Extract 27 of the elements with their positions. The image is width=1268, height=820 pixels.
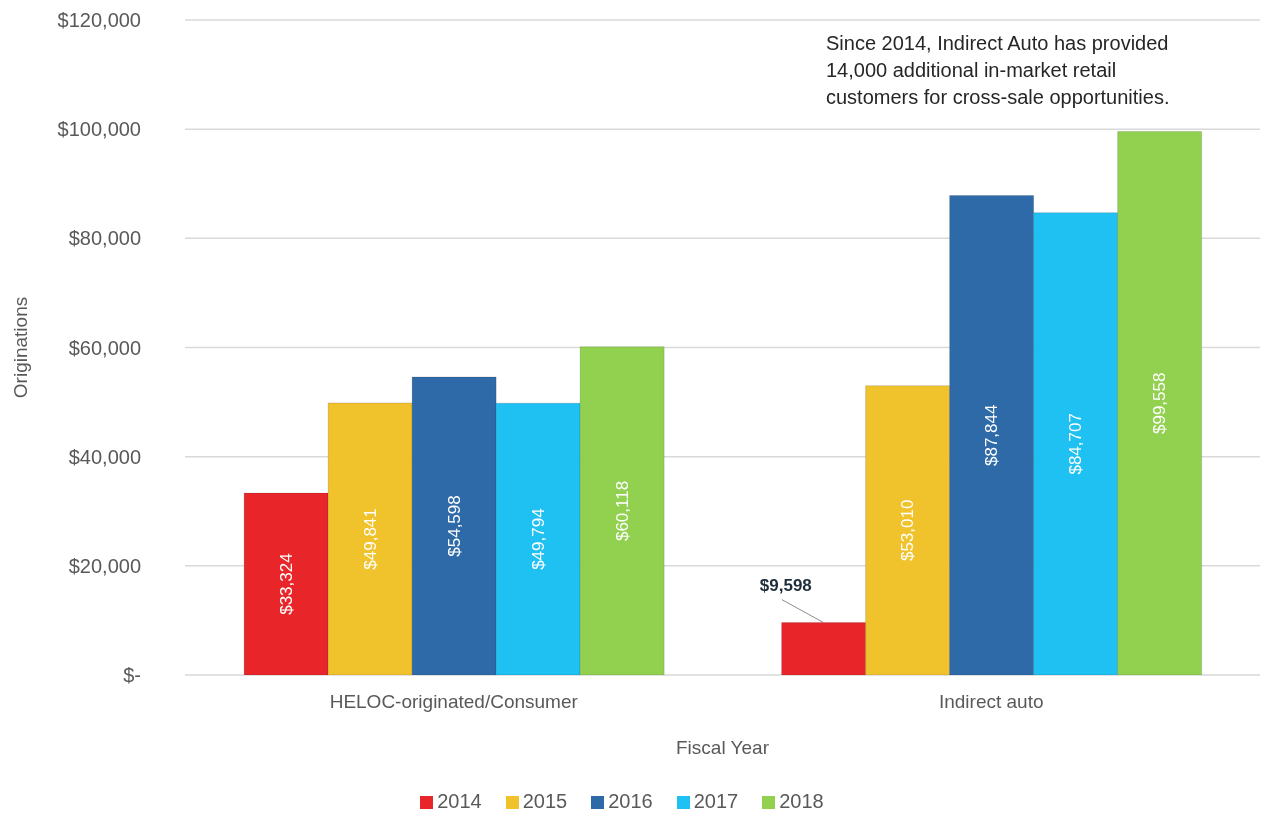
- data-label: $87,844: [982, 404, 1002, 466]
- data-label: $60,118: [612, 480, 632, 542]
- data-label: $53,010: [898, 499, 918, 562]
- data-label: $33,324: [276, 553, 296, 615]
- y-tick-label: $60,000: [68, 336, 141, 359]
- annotation: Since 2014, Indirect Auto has provided 14,000 additional in-market retail customers for cross-sale opportunities.: [826, 31, 1171, 110]
- y-tick-label: $120,000: [57, 9, 141, 32]
- data-label: $9,598: [759, 575, 812, 595]
- y-axis-title: Originations: [9, 296, 31, 399]
- y-tick-label: $80,000: [68, 227, 141, 250]
- data-label: $99,558: [1150, 372, 1170, 435]
- legend-label: 2018: [779, 790, 824, 812]
- data-label: $49,841: [360, 508, 380, 570]
- data-label: $84,707: [1066, 413, 1086, 475]
- x-axis-title: Fiscal Year: [676, 737, 770, 758]
- legend-label: 2017: [693, 790, 739, 812]
- legend-label: 2014: [437, 790, 482, 812]
- y-tick-label: $20,000: [68, 554, 141, 577]
- y-tick-label: $-: [123, 664, 141, 687]
- x-tick-label: Indirect auto: [938, 691, 1044, 713]
- legend-label: 2016: [608, 790, 653, 812]
- data-label: $54,598: [444, 495, 464, 557]
- x-tick-label: HELOC-originated/Consumer: [329, 691, 579, 713]
- data-label: $49,794: [528, 508, 548, 570]
- legend-label: 2015: [522, 790, 568, 812]
- y-tick-label: $100,000: [57, 118, 141, 141]
- y-tick-label: $40,000: [68, 445, 141, 468]
